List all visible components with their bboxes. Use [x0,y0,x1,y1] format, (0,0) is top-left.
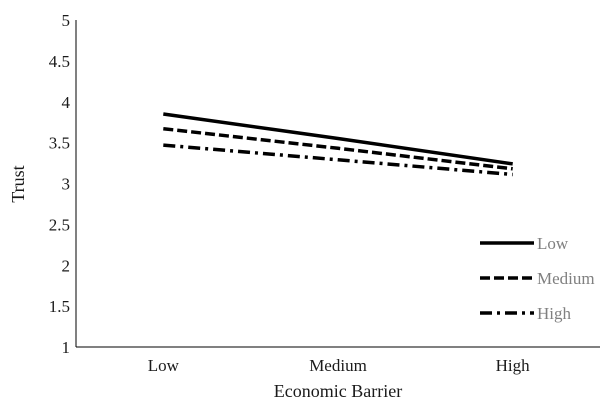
x-tick-label: Low [148,356,180,375]
y-tick-label: 2 [62,256,71,275]
legend: Low Medium High [480,234,595,323]
x-axis-title: Economic Barrier [274,381,402,401]
legend-label-low: Low [537,234,569,253]
y-tick-label: 2.5 [49,215,70,234]
legend-label-high: High [537,304,572,323]
y-tick-label: 3.5 [49,134,70,153]
y-tick-label: 4 [62,93,71,112]
series-line-low [163,112,513,166]
series-line-medium [163,126,513,171]
x-tick-labels: Low Medium High [148,356,530,375]
series-line-high [163,143,513,177]
y-tick-label: 1.5 [49,297,70,316]
y-tick-label: 5 [62,11,71,30]
y-axis-title: Trust [8,165,28,202]
y-tick-label: 4.5 [49,52,70,71]
y-tick-labels: 1 1.5 2 2.5 3 3.5 4 4.5 5 [49,11,71,357]
legend-label-medium: Medium [537,269,595,288]
series-lines [163,112,513,177]
y-tick-label: 1 [62,338,71,357]
x-tick-label: High [496,356,531,375]
y-tick-label: 3 [62,175,71,194]
x-tick-label: Medium [309,356,367,375]
